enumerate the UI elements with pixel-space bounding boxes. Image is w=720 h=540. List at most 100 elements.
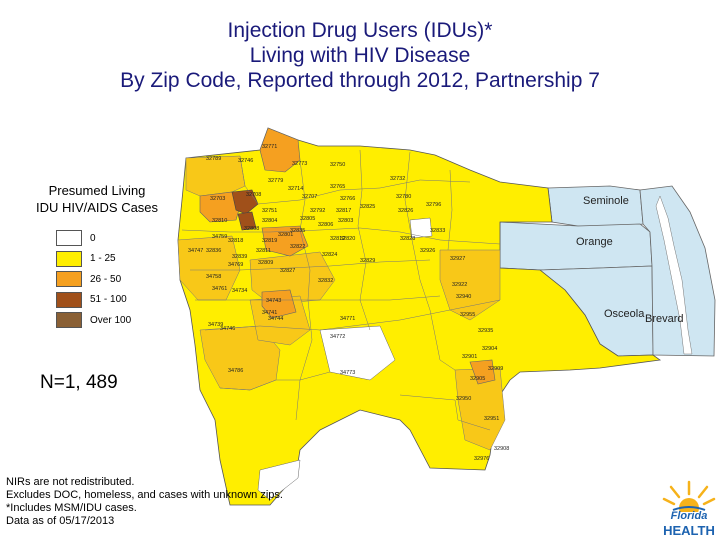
zip-label: 34773 <box>340 370 355 376</box>
zip-label: 34739 <box>208 322 223 328</box>
legend-title-line-2: IDU HIV/AIDS Cases <box>35 200 159 215</box>
zip-label: 34772 <box>330 334 345 340</box>
zip-label: 32905 <box>470 376 485 382</box>
footnote: *Includes MSM/IDU cases. <box>6 502 137 514</box>
legend-label: 51 - 100 <box>90 294 127 306</box>
zip-label: 34744 <box>268 316 283 322</box>
sun-icon <box>662 480 716 518</box>
title-line-3: By Zip Code, Reported through 2012, Part… <box>120 69 600 92</box>
zip-label: 32806 <box>318 222 333 228</box>
zip-label: 32805 <box>300 216 315 222</box>
zip-label: 32950 <box>456 396 471 402</box>
logo-text-line-2: HEALTH <box>663 523 715 538</box>
legend-list: 0 1 - 25 26 - 50 51 - 100 Over 100 <box>56 228 176 331</box>
water-lagoon <box>655 195 693 355</box>
zip-area-white-3 <box>257 459 301 501</box>
legend-swatch <box>56 291 82 308</box>
title-line-2: Living with HIV Disease <box>249 44 471 67</box>
zip-label: 32773 <box>292 161 307 167</box>
legend-item: 0 <box>56 228 176 249</box>
zip-label: 32833 <box>430 228 445 234</box>
zip-label: 34759 <box>212 234 227 240</box>
zip-area-northwest <box>185 155 246 197</box>
zip-area-brown-2 <box>237 211 257 231</box>
zip-label: 32908 <box>494 446 509 452</box>
legend-swatch <box>56 250 82 267</box>
zip-label: 32732 <box>390 176 405 182</box>
legend-label: 1 - 25 <box>90 253 116 265</box>
zip-label: 32829 <box>360 258 375 264</box>
zip-label: 32766 <box>340 196 355 202</box>
zip-label: 32811 <box>256 248 271 254</box>
zip-label: 32789 <box>206 156 221 162</box>
zip-area-white-1 <box>409 217 433 239</box>
legend-item: Over 100 <box>56 310 176 331</box>
footnote: Data as of 05/17/2013 <box>6 515 115 527</box>
zip-label: 32803 <box>338 218 353 224</box>
zip-label: 34734 <box>232 288 247 294</box>
zip-label: 32765 <box>330 184 345 190</box>
zip-area-orange-coast <box>469 359 496 385</box>
footnote: Excludes DOC, homeless, and cases with u… <box>6 489 283 501</box>
zip-label: 32828 <box>400 236 415 242</box>
zip-label: 32827 <box>280 268 295 274</box>
zip-label: 34769 <box>228 262 243 268</box>
zip-label: 32817 <box>336 208 351 214</box>
zip-label: 32904 <box>482 346 497 352</box>
zip-label: 32824 <box>322 252 337 258</box>
legend-item: 1 - 25 <box>56 249 176 270</box>
legend-label: 26 - 50 <box>90 273 122 285</box>
zip-label: 32751 <box>262 208 277 214</box>
zip-label: 34771 <box>340 316 355 322</box>
zip-label: 32780 <box>396 194 411 200</box>
zip-label: 34786 <box>228 368 243 374</box>
zip-label: 32779 <box>268 178 283 184</box>
zip-label: 32708 <box>246 192 261 198</box>
county-label-osceola: Osceola <box>604 308 645 320</box>
footnotes: NIRs are not redistributed. Excludes DOC… <box>6 476 283 528</box>
zip-label: 32901 <box>462 354 477 360</box>
legend-label: 0 <box>90 232 96 244</box>
county-label-brevard: Brevard <box>645 313 684 325</box>
zip-label: 32951 <box>484 416 499 422</box>
zip-label: 32812 <box>330 236 345 242</box>
zip-label: 32801 <box>278 232 293 238</box>
county-label-seminole: Seminole <box>583 195 629 207</box>
zip-label: 32922 <box>452 282 467 288</box>
zip-area-brown-1 <box>231 189 259 215</box>
zip-label: 32836 <box>206 248 221 254</box>
map-title: Injection Drug Users (IDUs)* Living with… <box>0 18 720 93</box>
zip-label: 32746 <box>238 158 253 164</box>
case-count: N=1, 489 <box>40 372 118 393</box>
zip-label: 32826 <box>398 208 413 214</box>
zip-label: 32926 <box>420 248 435 254</box>
zip-label: 32707 <box>302 194 317 200</box>
zip-label: 32927 <box>450 256 465 262</box>
zip-label: 32819 <box>262 238 277 244</box>
zip-label: 32955 <box>460 312 475 318</box>
zip-area-orange-south <box>261 289 297 319</box>
map-legend: Presumed Living IDU HIV/AIDS Cases 0 1 -… <box>18 182 176 331</box>
partnership-region <box>177 127 662 506</box>
county-label-orange: Orange <box>576 236 613 248</box>
zip-label: 32818 <box>228 238 243 244</box>
legend-item: 51 - 100 <box>56 290 176 311</box>
zip-label: 32750 <box>330 162 345 168</box>
zip-label: 32796 <box>426 202 441 208</box>
legend-swatch <box>56 230 82 247</box>
zip-label: 34761 <box>212 286 227 292</box>
zip-label: 32771 <box>262 144 277 150</box>
zip-label: 32909 <box>488 366 503 372</box>
neighbor-county-seminole <box>547 185 644 229</box>
zip-label-group: 32771 32746 32773 32750 32789 32779 3271… <box>188 144 509 462</box>
zip-label: 32822 <box>290 244 305 250</box>
zip-label: 32809 <box>258 260 273 266</box>
legend-title-line-1: Presumed Living <box>48 183 146 198</box>
florida-health-logo: Florida HEALTH <box>661 478 717 538</box>
legend-label: Over 100 <box>90 314 132 326</box>
zip-boundaries <box>181 149 501 431</box>
zip-label: 34746 <box>220 326 235 332</box>
logo-text-line-1: Florida <box>670 510 708 522</box>
legend-swatch <box>56 312 82 329</box>
zip-area-east-coast <box>439 249 501 321</box>
